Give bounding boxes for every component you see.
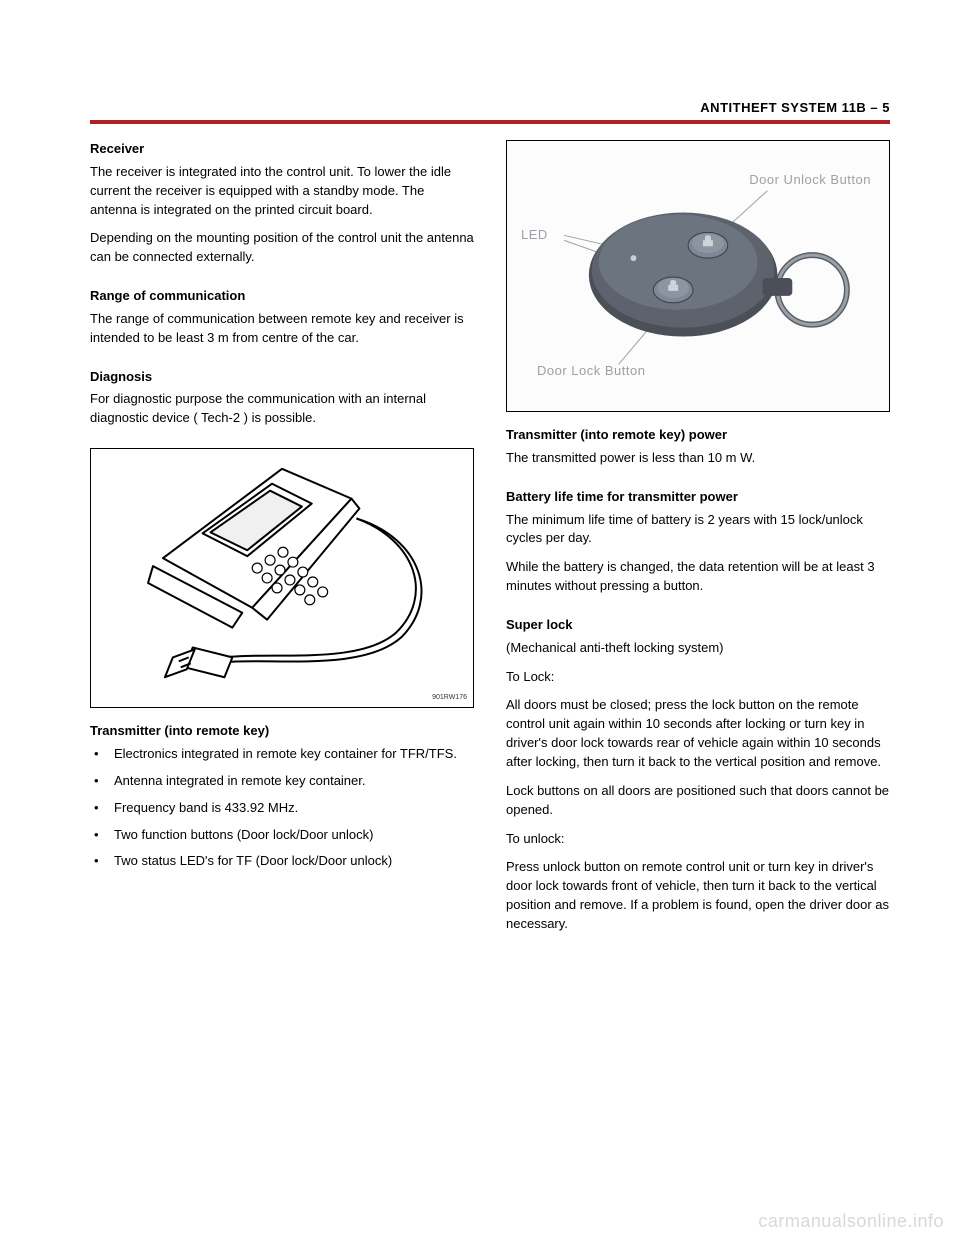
transmitter-title: Transmitter (into remote key) <box>90 722 474 741</box>
superlock-p5: To unlock: <box>506 830 890 849</box>
list-item: Frequency band is 433.92 MHz. <box>108 799 474 818</box>
transmitter-power-p1: The transmitted power is less than 10 m … <box>506 449 890 468</box>
superlock-p1: (Mechanical anti-theft locking system) <box>506 639 890 658</box>
receiver-p1: The receiver is integrated into the cont… <box>90 163 474 220</box>
battery-p2: While the battery is changed, the data r… <box>506 558 890 596</box>
diagnosis-title: Diagnosis <box>90 368 474 387</box>
section-transmitter: Transmitter (into remote key) Electronic… <box>90 722 474 871</box>
receiver-title: Receiver <box>90 140 474 159</box>
range-p1: The range of communication between remot… <box>90 310 474 348</box>
receiver-p2: Depending on the mounting position of th… <box>90 229 474 267</box>
header-rule <box>90 120 890 124</box>
figure-tech2: 901RW176 <box>90 448 474 708</box>
section-receiver: Receiver The receiver is integrated into… <box>90 140 474 267</box>
superlock-p4: Lock buttons on all doors are positioned… <box>506 782 890 820</box>
tech2-illustration <box>91 449 473 707</box>
battery-p1: The minimum life time of battery is 2 ye… <box>506 511 890 549</box>
superlock-p3: All doors must be closed; press the lock… <box>506 696 890 771</box>
right-column: Door Unlock Button LED Door Lock Button <box>506 140 890 954</box>
transmitter-power-title: Transmitter (into remote key) power <box>506 426 890 445</box>
list-item: Electronics integrated in remote key con… <box>108 745 474 764</box>
left-column: Receiver The receiver is integrated into… <box>90 140 474 954</box>
section-transmitter-power: Transmitter (into remote key) power The … <box>506 426 890 468</box>
section-range: Range of communication The range of comm… <box>90 287 474 348</box>
range-title: Range of communication <box>90 287 474 306</box>
figure1-caption: 901RW176 <box>432 693 467 703</box>
transmitter-list: Electronics integrated in remote key con… <box>90 745 474 871</box>
superlock-p2: To Lock: <box>506 668 890 687</box>
battery-title: Battery life time for transmitter power <box>506 488 890 507</box>
label-door-unlock: Door Unlock Button <box>749 171 871 190</box>
watermark: carmanualsonline.info <box>758 1211 944 1232</box>
section-diagnosis: Diagnosis For diagnostic purpose the com… <box>90 368 474 429</box>
list-item: Antenna integrated in remote key contain… <box>108 772 474 791</box>
section-battery: Battery life time for transmitter power … <box>506 488 890 596</box>
section-superlock: Super lock (Mechanical anti-theft lockin… <box>506 616 890 934</box>
content-columns: Receiver The receiver is integrated into… <box>90 140 890 954</box>
superlock-title: Super lock <box>506 616 890 635</box>
list-item: Two status LED's for TF (Door lock/Door … <box>108 852 474 871</box>
figure-remote-key: Door Unlock Button LED Door Lock Button <box>506 140 890 412</box>
page-header: ANTITHEFT SYSTEM 11B – 5 <box>700 100 890 115</box>
page: ANTITHEFT SYSTEM 11B – 5 Receiver The re… <box>0 0 960 1244</box>
label-door-lock: Door Lock Button <box>537 362 645 381</box>
superlock-p6: Press unlock button on remote control un… <box>506 858 890 933</box>
label-led: LED <box>521 226 548 245</box>
diagnosis-p1: For diagnostic purpose the communication… <box>90 390 474 428</box>
list-item: Two function buttons (Door lock/Door unl… <box>108 826 474 845</box>
